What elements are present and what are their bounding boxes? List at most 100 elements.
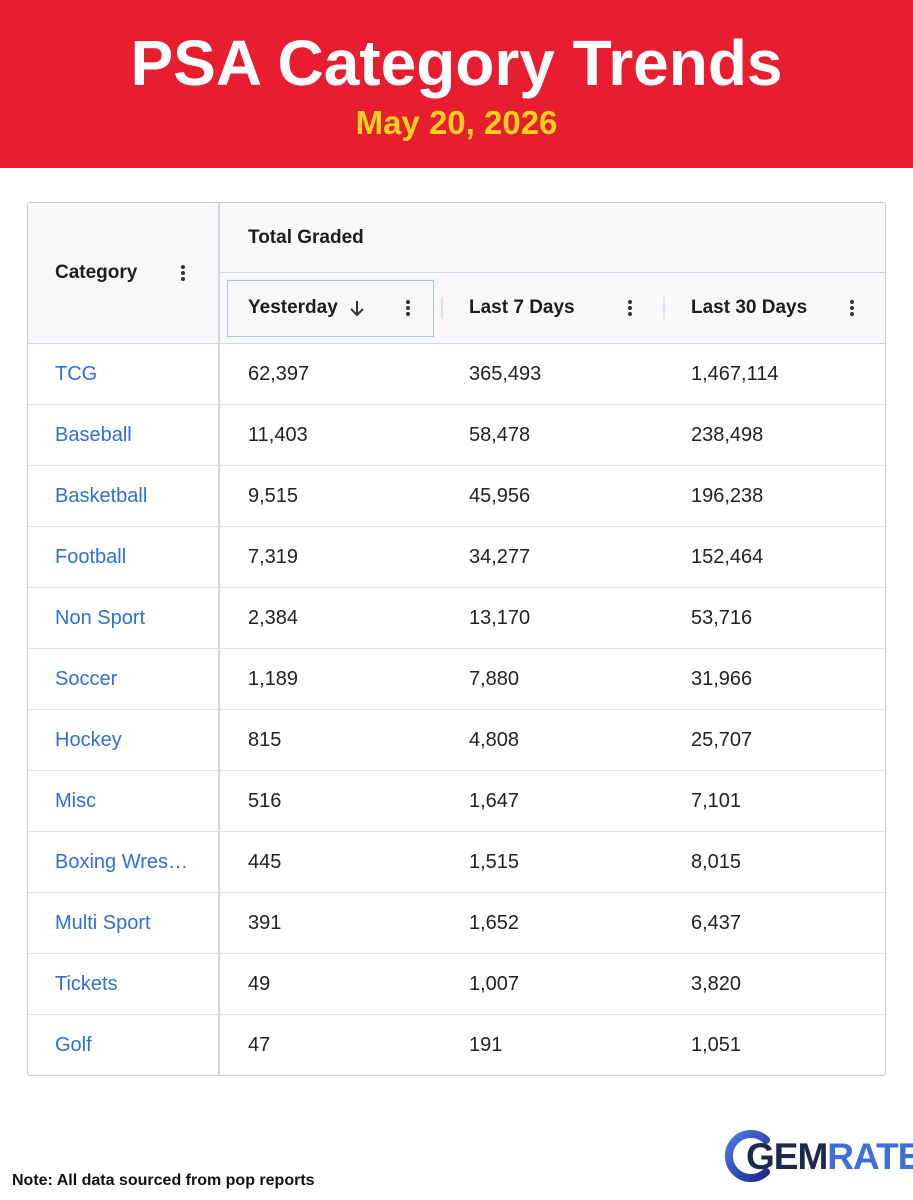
cell-text: 1,051 (691, 1034, 742, 1056)
column-header[interactable]: Yesterday (220, 273, 441, 344)
cell-text: 25,707 (691, 728, 753, 751)
cell-text: 49 (248, 972, 271, 995)
menu-icon[interactable] (405, 299, 411, 317)
value-cell: 7,319 (220, 527, 441, 588)
menu-icon[interactable] (627, 299, 633, 317)
value-cell: 4,808 (441, 710, 663, 771)
cell-text: 3,820 (691, 972, 742, 995)
value-cell: 365,493 (441, 344, 663, 405)
value-cell: 62,397 (220, 344, 441, 405)
cell-text: 238,498 (691, 423, 764, 446)
category-link[interactable]: Basketball (28, 466, 220, 527)
date: May 20, 2026 (355, 104, 558, 141)
group-header[interactable]: Total Graded (220, 203, 885, 273)
category-link[interactable]: TCG (28, 344, 220, 405)
cell-text: Yesterday (248, 297, 338, 318)
column-header[interactable]: Last 30 Days (663, 273, 885, 344)
cell-text: Football (55, 545, 127, 568)
value-cell: 45,956 (441, 466, 663, 527)
cell-text: 1,652 (469, 911, 520, 934)
menu-icon[interactable] (180, 264, 186, 282)
value-cell: 47 (220, 1015, 441, 1075)
value-cell: 2,384 (220, 588, 441, 649)
value-cell: 815 (220, 710, 441, 771)
cell-text: 2,384 (248, 606, 299, 629)
value-cell: 6,437 (663, 893, 885, 954)
logo-part: RATE (827, 1136, 913, 1177)
cell-text: 1,007 (469, 972, 520, 995)
separator (663, 297, 665, 319)
cell-text: 6,437 (691, 911, 742, 934)
separator (441, 297, 443, 319)
cell-text: 391 (248, 911, 282, 934)
category-link[interactable]: Boxing Wres… (28, 832, 220, 893)
cell-text: 13,170 (469, 606, 531, 629)
value-cell: 9,515 (220, 466, 441, 527)
cell-text: 1,467,114 (691, 362, 779, 385)
category-header[interactable]: Category (28, 203, 220, 344)
value-cell: 1,007 (441, 954, 663, 1015)
cell-text: Boxing Wres… (55, 850, 189, 873)
logo: GEMRATE (722, 1128, 913, 1184)
value-cell: 34,277 (441, 527, 663, 588)
value-cell: 1,647 (441, 771, 663, 832)
banner: PSA Category Trends May 20, 2026 (0, 0, 913, 168)
category-link[interactable]: Non Sport (28, 588, 220, 649)
column-header[interactable]: Last 7 Days (441, 273, 663, 344)
cell-text: Last 7 Days (469, 297, 575, 318)
cell-text: 31,966 (691, 667, 753, 690)
cell-text: 1,189 (248, 667, 299, 690)
cell-text: Golf (55, 1034, 92, 1056)
category-link[interactable]: Baseball (28, 405, 220, 466)
value-cell: 191 (441, 1015, 663, 1075)
footer-note: Note: All data sourced from pop reports (12, 1172, 315, 1189)
cell-text: Total Graded (248, 226, 364, 248)
value-cell: 516 (220, 771, 441, 832)
value-cell: 196,238 (663, 466, 885, 527)
cell-text: 365,493 (469, 362, 542, 385)
cell-text: Soccer (55, 667, 118, 690)
logo-text: GEMRATE (746, 1128, 913, 1177)
cell-text: 7,319 (248, 545, 299, 568)
cell-text: Tickets (55, 972, 118, 995)
category-link[interactable]: Football (28, 527, 220, 588)
category-link[interactable]: Misc (28, 771, 220, 832)
cell-text: 62,397 (248, 362, 310, 385)
cell-text: Hockey (55, 728, 122, 751)
cell-text: 11,403 (248, 423, 308, 446)
value-cell: 53,716 (663, 588, 885, 649)
category-link[interactable]: Hockey (28, 710, 220, 771)
menu-icon[interactable] (849, 299, 855, 317)
value-cell: 152,464 (663, 527, 885, 588)
value-cell: 391 (220, 893, 441, 954)
category-link[interactable]: Tickets (28, 954, 220, 1015)
value-cell: 1,189 (220, 649, 441, 710)
category-link[interactable]: Multi Sport (28, 893, 220, 954)
value-cell: 1,051 (663, 1015, 885, 1075)
value-cell: 8,015 (663, 832, 885, 893)
value-cell: 31,966 (663, 649, 885, 710)
cell-text: 191 (469, 1034, 503, 1056)
category-link[interactable]: Golf (28, 1015, 220, 1075)
value-cell: 445 (220, 832, 441, 893)
cell-text: 152,464 (691, 545, 764, 568)
value-cell: 3,820 (663, 954, 885, 1015)
cell-text: 8,015 (691, 850, 742, 873)
category-link[interactable]: Soccer (28, 649, 220, 710)
value-cell: 238,498 (663, 405, 885, 466)
cell-text: Non Sport (55, 606, 146, 629)
cell-text: Last 30 Days (691, 297, 808, 318)
cell-text: 34,277 (469, 545, 531, 568)
value-cell: 11,403 (220, 405, 441, 466)
value-cell: 7,101 (663, 771, 885, 832)
value-cell: 7,880 (441, 649, 663, 710)
cell-text: TCG (55, 362, 98, 385)
cell-text: 4,808 (469, 728, 520, 751)
cell-text: 815 (248, 728, 282, 751)
sort-arrow[interactable] (348, 299, 366, 317)
value-cell: 13,170 (441, 588, 663, 649)
title: PSA Category Trends (130, 27, 783, 99)
value-cell: 25,707 (663, 710, 885, 771)
cell-text: 1,515 (469, 850, 520, 873)
